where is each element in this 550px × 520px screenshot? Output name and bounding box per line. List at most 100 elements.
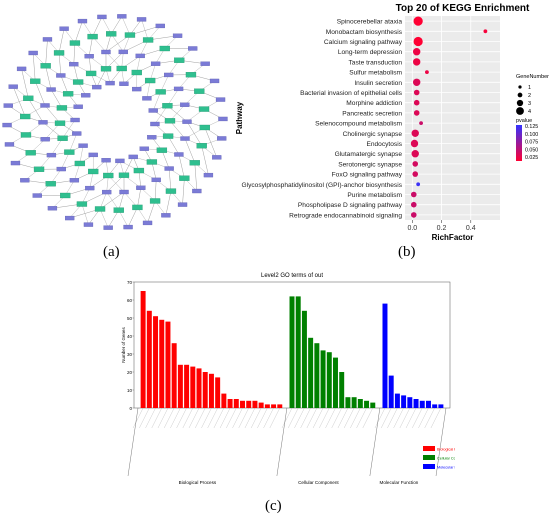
- go-term-label-tick: [219, 407, 231, 429]
- gene-node: [123, 224, 133, 230]
- pathway-node: [179, 175, 190, 181]
- kegg-bubble: [412, 161, 419, 167]
- pathway-node: [113, 207, 124, 213]
- pathway-node: [196, 143, 207, 149]
- network-edge: [123, 34, 131, 52]
- kegg-size-legend-label: 3: [528, 101, 531, 107]
- network-edge: [45, 39, 48, 66]
- network-edge: [96, 68, 107, 88]
- go-bar: [208, 373, 214, 408]
- go-bar: [407, 397, 413, 408]
- pathway-node: [162, 103, 173, 109]
- network-edge: [123, 156, 134, 176]
- gene-node: [136, 185, 146, 190]
- go-term-label-tick: [281, 407, 293, 429]
- network-edge: [69, 133, 77, 153]
- kegg-bubble: [413, 99, 420, 106]
- gene-node: [173, 86, 184, 92]
- gene-node: [40, 137, 50, 142]
- go-term-label-tick: [164, 407, 175, 429]
- gene-node: [2, 122, 12, 128]
- go-term-label-tick: [387, 407, 398, 429]
- network-edge: [61, 152, 70, 170]
- go-legend-swatch: [423, 464, 435, 469]
- go-term-label-tick: [393, 407, 404, 429]
- network-edge: [60, 75, 69, 94]
- pathway-node: [94, 206, 106, 212]
- kegg-color-legend-label: 0.075: [525, 140, 538, 146]
- pathway-node: [189, 160, 200, 166]
- gene-node: [105, 80, 115, 86]
- go-bar: [184, 364, 190, 408]
- go-bar: [394, 393, 400, 408]
- kegg-pathway-label: Long-term depression: [338, 49, 402, 56]
- go-term-label-tick: [306, 407, 317, 429]
- kegg-bubble: [483, 29, 488, 34]
- go-bar: [196, 368, 202, 408]
- network-edge: [167, 135, 180, 155]
- network-edge: [92, 16, 103, 37]
- kegg-size-legend-title: GeneNumber: [516, 74, 549, 80]
- pathway-node: [76, 201, 88, 207]
- go-term-label-tick: [288, 407, 299, 429]
- network-edge: [28, 98, 44, 123]
- kegg-pathway-label: Retrograde endocannabinoid signaling: [289, 212, 402, 219]
- network-edge: [99, 191, 125, 210]
- go-bar: [202, 372, 208, 408]
- pathway-node: [30, 78, 41, 84]
- network-edge: [118, 191, 125, 211]
- pathway-node: [62, 91, 74, 97]
- network-edge: [81, 203, 89, 225]
- go-y-tick-label: 50: [127, 316, 133, 321]
- go-term-label-tick: [151, 407, 162, 429]
- go-bar: [295, 296, 301, 408]
- gene-node: [150, 121, 160, 127]
- network-edge: [74, 21, 83, 44]
- kegg-color-legend-label: 0.125: [525, 124, 538, 130]
- go-bar: [190, 366, 196, 408]
- gene-node: [47, 206, 58, 211]
- network-edge: [141, 19, 149, 41]
- go-term-label-tick: [350, 407, 361, 429]
- go-term-label-tick: [244, 407, 256, 429]
- go-bar-chart: Level2 GO terms of out 0 10 20 30 40 50 60 70 Num…: [121, 273, 472, 485]
- network-edge: [105, 33, 112, 53]
- go-term-label-tick: [157, 407, 169, 429]
- go-y-tick-label: 20: [127, 370, 133, 375]
- panel-label-a: (a): [103, 244, 120, 260]
- kegg-pathway-label: Cholinergic synapse: [343, 131, 403, 138]
- gene-node: [180, 136, 190, 141]
- go-y-tick-label: 70: [127, 280, 133, 285]
- kegg-bubble: [416, 182, 421, 187]
- kegg-x-tick-label: 0.2: [437, 225, 447, 232]
- gene-node: [70, 117, 80, 123]
- kegg-pathway-label: Calcium signaling pathway: [324, 39, 403, 46]
- kegg-x-tick-label: 0.4: [466, 225, 476, 232]
- network-edge: [140, 39, 149, 56]
- go-term-label-tick: [331, 407, 342, 429]
- network-edge: [184, 138, 195, 163]
- gene-node: [174, 152, 184, 157]
- go-y-tick-label: 10: [127, 388, 133, 393]
- panel-label-c: (c): [265, 498, 282, 514]
- go-term-label-tick: [170, 407, 181, 429]
- pathway-node: [20, 113, 31, 120]
- network-edge: [165, 191, 172, 216]
- gene-node: [59, 26, 69, 31]
- gene-node: [200, 61, 210, 66]
- go-term-label-tick: [207, 407, 218, 429]
- go-term-label-tick: [381, 407, 392, 429]
- go-bar: [146, 310, 152, 408]
- pathway-node: [33, 166, 45, 172]
- gene-node: [164, 166, 174, 171]
- go-bar: [289, 296, 295, 408]
- kegg-bubble: [410, 212, 417, 218]
- kegg-bubble: [412, 48, 421, 56]
- go-y-tick-label: 0: [129, 406, 132, 411]
- kegg-bubble: [411, 129, 419, 137]
- network-edge: [99, 192, 107, 210]
- network-edge: [136, 55, 141, 73]
- gene-node: [10, 160, 21, 166]
- network-edge: [153, 91, 161, 111]
- network-edge: [79, 145, 84, 164]
